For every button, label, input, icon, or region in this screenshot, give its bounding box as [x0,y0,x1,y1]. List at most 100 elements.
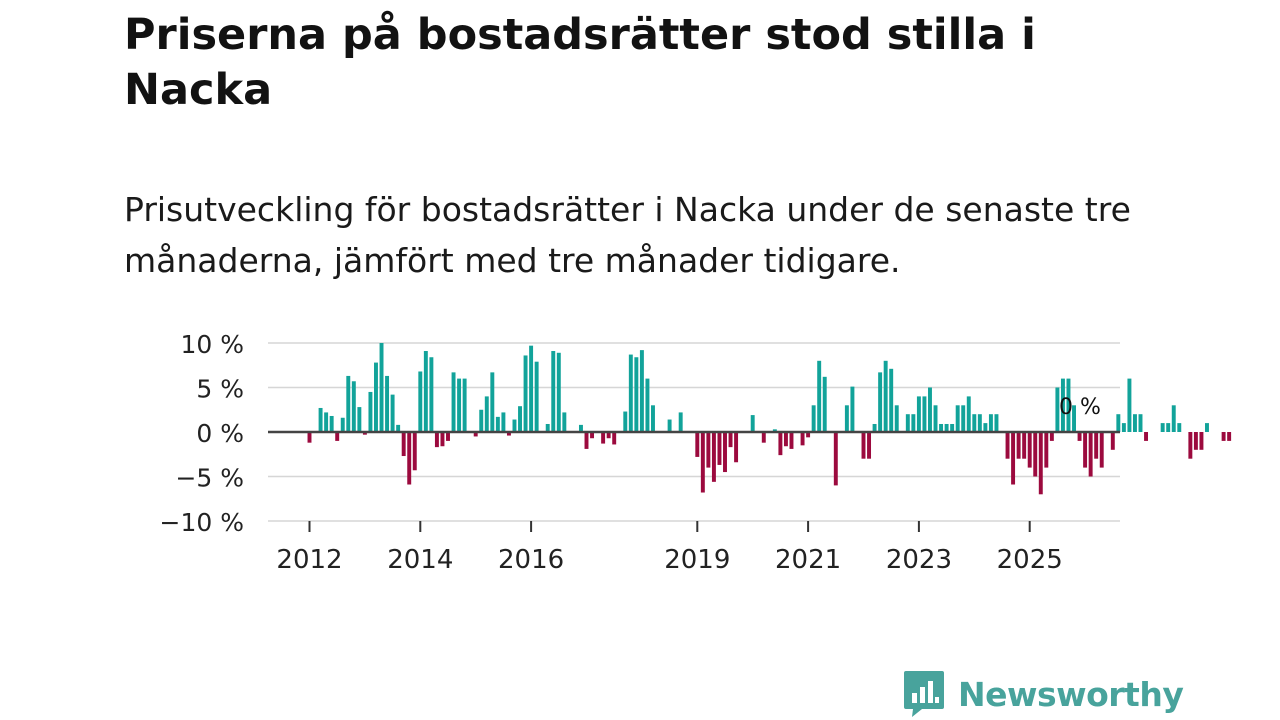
bar [761,432,766,443]
bar [1022,432,1027,459]
bar [451,372,456,432]
bar [850,386,855,432]
bar [390,394,395,432]
bar [645,378,650,432]
bar [1132,414,1137,432]
bar [634,357,639,432]
bar [878,372,883,432]
bar [822,376,827,432]
bar [783,432,788,447]
newsworthy-logo: Newsworthy [902,669,1184,719]
bar [867,432,872,459]
bar [506,432,511,436]
y-tick-label: 10 % [180,330,244,359]
bar [750,415,755,432]
bar [872,423,877,432]
bar [939,423,944,432]
bar [446,432,450,441]
bar [1110,432,1115,450]
bar [324,412,329,432]
y-axis-labels: 10 % 5 % 0 % −5 % −10 % [160,330,244,537]
bar [340,417,345,432]
bar [545,423,550,432]
bar [911,414,916,432]
bar [800,432,805,446]
bar [385,375,390,432]
bar [628,354,633,432]
bar [440,432,445,447]
bar [772,429,777,432]
bar [1199,432,1204,450]
bar [861,432,866,459]
bar [368,391,373,432]
bar [706,432,711,468]
bar [362,432,367,435]
x-tick-label: 2023 [886,545,952,575]
bar [518,406,522,432]
bar [905,414,910,432]
y-tick-label: 0 % [196,419,244,448]
bar [1221,432,1226,441]
bar [988,414,993,432]
bar [318,407,323,432]
x-tick-label: 2014 [387,545,453,575]
annotations: 0 % [1059,395,1101,420]
bar [972,414,977,432]
bar [1044,432,1049,468]
bar [407,432,412,485]
bar [1177,423,1182,432]
bars [307,343,1232,495]
bar [1171,405,1176,432]
bar [501,412,506,432]
y-tick-label: 5 % [196,375,244,404]
bar [700,432,705,493]
bar [977,414,982,432]
bar [728,432,733,448]
bar [734,432,739,463]
bar [335,432,340,441]
bar [806,432,811,438]
bar [928,387,932,432]
bar [1138,414,1143,432]
bar [523,355,528,432]
bar [994,414,999,432]
bar [1088,432,1093,477]
bar [1144,432,1149,441]
x-tick-label: 2025 [997,545,1063,575]
bar [551,351,556,432]
bar [329,415,334,432]
bar [401,432,406,457]
bar [894,405,899,432]
bar [1038,432,1043,495]
gridlines [268,342,1120,522]
bar [711,432,716,482]
bar [1083,432,1088,468]
bar [1055,387,1060,432]
bar [357,407,362,432]
bar [418,371,423,432]
chart-subtitle: Prisutveckling för bostadsrätter i Nacka… [124,190,1131,280]
x-tick-label: 2012 [276,545,342,575]
bar [562,412,567,432]
bar [944,423,949,432]
bar [512,419,517,432]
bar [601,432,606,444]
bar [1193,432,1198,450]
bar [590,432,595,439]
bar [429,357,434,432]
bar [1116,414,1121,432]
bar [529,345,534,432]
bar [462,378,467,432]
bar [922,396,927,432]
bar [1049,432,1054,441]
bar [817,360,822,432]
bar [584,432,589,449]
bar [495,416,500,432]
bar [1099,432,1104,468]
chart-title: Priserna på bostadsrätter stod stilla i … [124,10,1036,115]
bar [1011,432,1016,485]
bar [667,419,672,432]
last-value-label: 0 % [1059,395,1101,420]
x-tick-label: 2016 [498,545,564,575]
bar [1166,423,1171,432]
